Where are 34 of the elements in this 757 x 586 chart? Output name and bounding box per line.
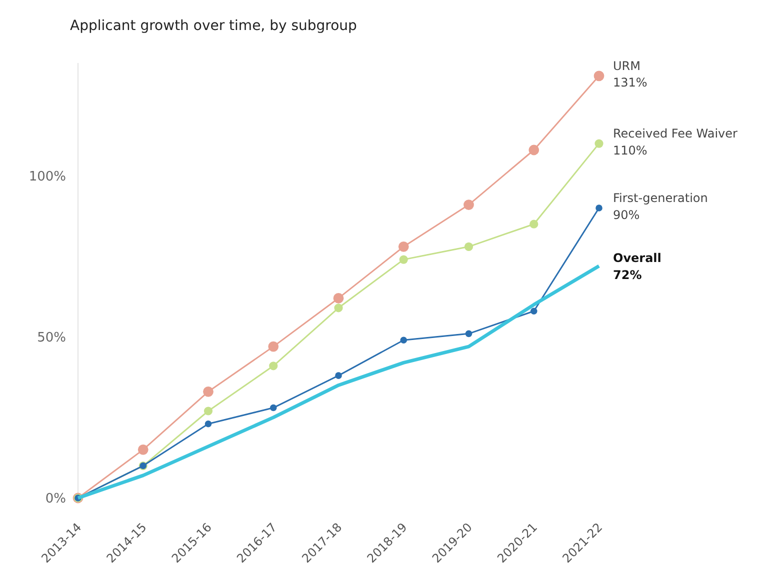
point <box>270 404 277 412</box>
point <box>400 336 408 344</box>
point <box>138 444 148 455</box>
point <box>204 420 212 428</box>
y-tick-label: 100% <box>28 169 66 184</box>
y-tick-label: 50% <box>37 330 66 346</box>
point <box>333 293 344 304</box>
point <box>399 255 408 264</box>
data-label: 90% <box>613 208 640 222</box>
point <box>594 139 604 148</box>
data-label: 131% <box>613 76 648 90</box>
point <box>335 372 342 379</box>
point <box>464 242 474 251</box>
point <box>203 386 214 397</box>
point <box>530 220 538 228</box>
point <box>464 200 474 210</box>
data-label: 110% <box>613 143 648 158</box>
point <box>204 406 213 416</box>
point <box>269 362 278 370</box>
point <box>334 304 343 312</box>
point <box>528 144 540 156</box>
series-label: URM <box>613 58 640 73</box>
point <box>594 70 604 82</box>
point <box>398 241 409 252</box>
series-label: Received Fee Waiver <box>613 126 738 141</box>
data-label: 72% <box>613 268 642 282</box>
point <box>596 204 602 212</box>
point <box>268 341 279 352</box>
series-label: First-generation <box>613 191 708 205</box>
chart-title: Applicant growth over time, by subgroup <box>70 18 358 34</box>
point <box>465 330 472 338</box>
series-label: Overall <box>613 251 662 265</box>
point <box>530 308 538 315</box>
y-tick-label: 0% <box>45 492 66 507</box>
